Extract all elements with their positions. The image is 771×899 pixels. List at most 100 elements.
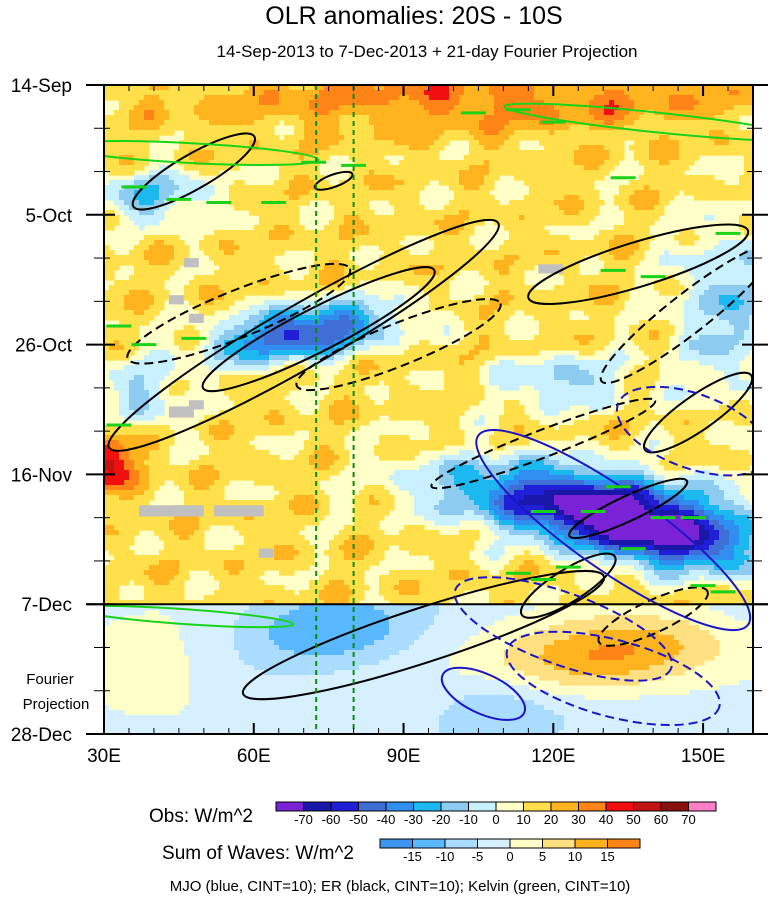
heatmap-cell <box>369 110 375 116</box>
heatmap-cell <box>739 255 745 261</box>
heatmap-cell <box>604 320 610 326</box>
heatmap-cell <box>404 110 410 116</box>
heatmap-cell <box>604 290 610 296</box>
heatmap-cell <box>504 220 510 226</box>
heatmap-cell <box>739 150 745 156</box>
heatmap-cell <box>394 240 400 246</box>
heatmap-cell <box>684 115 690 121</box>
heatmap-cell <box>534 180 540 186</box>
heatmap-cell <box>604 155 610 161</box>
heatmap-cell <box>669 90 675 96</box>
heatmap-cell <box>274 145 280 151</box>
heatmap-cell <box>214 255 220 261</box>
heatmap-cell <box>259 120 265 126</box>
heatmap-cell <box>124 310 130 316</box>
heatmap-cell <box>114 295 120 301</box>
heatmap-cell <box>719 180 725 186</box>
heatmap-cell <box>284 185 290 191</box>
heatmap-cell <box>149 250 155 256</box>
heatmap-cell <box>419 160 425 166</box>
heatmap-cell <box>269 215 275 221</box>
heatmap-cell <box>394 200 400 206</box>
heatmap-cell <box>344 240 350 246</box>
heatmap-cell <box>279 100 285 106</box>
heatmap-cell <box>254 85 260 91</box>
heatmap-cell <box>224 125 230 131</box>
heatmap-cell <box>679 165 685 171</box>
heatmap-cell <box>459 300 465 306</box>
heatmap-cell <box>334 110 340 116</box>
heatmap-cell <box>569 205 575 211</box>
heatmap-cell <box>249 260 255 266</box>
heatmap-cell <box>344 270 350 276</box>
heatmap-cell <box>494 200 500 206</box>
heatmap-cell <box>184 295 190 301</box>
heatmap-cell <box>624 285 630 291</box>
heatmap-cell <box>279 180 285 186</box>
heatmap-cell <box>529 220 535 226</box>
heatmap-cell <box>109 140 115 146</box>
heatmap-cell <box>284 300 290 306</box>
heatmap-cell <box>514 105 520 111</box>
heatmap-cell <box>489 135 495 141</box>
heatmap-cell <box>324 120 330 126</box>
heatmap-cell <box>599 175 605 181</box>
heatmap-cell <box>354 135 360 141</box>
heatmap-cell <box>239 245 245 251</box>
heatmap-cell <box>374 310 380 316</box>
heatmap-cell <box>709 125 715 131</box>
heatmap-cell <box>404 165 410 171</box>
heatmap-cell <box>574 185 580 191</box>
heatmap-cell <box>749 110 753 116</box>
heatmap-cell <box>444 135 450 141</box>
heatmap-cell <box>279 245 285 251</box>
heatmap-cell <box>744 260 750 266</box>
heatmap-cell <box>694 275 700 281</box>
heatmap-cell <box>109 150 115 156</box>
heatmap-cell <box>539 180 545 186</box>
heatmap-cell <box>364 155 370 161</box>
heatmap-cell <box>514 135 520 141</box>
heatmap-cell <box>629 120 635 126</box>
heatmap-cell <box>704 320 710 326</box>
heatmap-cell <box>249 150 255 156</box>
heatmap-cell <box>349 330 355 336</box>
heatmap-cell <box>214 230 220 236</box>
heatmap-cell <box>119 195 125 201</box>
heatmap-cell <box>319 155 325 161</box>
heatmap-cell <box>339 285 345 291</box>
heatmap-cell <box>659 95 665 101</box>
heatmap-cell <box>424 215 430 221</box>
heatmap-cell <box>334 260 340 266</box>
heatmap-cell <box>414 95 420 101</box>
heatmap-cell <box>409 255 415 261</box>
heatmap-cell <box>274 120 280 126</box>
heatmap-cell <box>479 295 485 301</box>
heatmap-cell <box>499 330 505 336</box>
heatmap-cell <box>134 130 140 136</box>
heatmap-cell <box>129 125 135 131</box>
heatmap-cell <box>664 200 670 206</box>
heatmap-cell <box>404 220 410 226</box>
heatmap-cell <box>359 100 365 106</box>
heatmap-cell <box>279 220 285 226</box>
heatmap-cell <box>684 230 690 236</box>
heatmap-cell <box>679 155 685 161</box>
heatmap-cell <box>694 285 700 291</box>
heatmap-cell <box>659 180 665 186</box>
heatmap-cell <box>194 85 200 91</box>
heatmap-cell <box>344 245 350 251</box>
heatmap-cell <box>224 100 230 106</box>
heatmap-cell <box>454 120 460 126</box>
heatmap-cell <box>524 105 530 111</box>
heatmap-cell <box>609 295 615 301</box>
heatmap-cell <box>724 100 730 106</box>
heatmap-cell <box>724 145 730 151</box>
heatmap-cell <box>594 310 600 316</box>
heatmap-cell <box>614 130 620 136</box>
heatmap-cell <box>339 220 345 226</box>
heatmap-cell <box>264 240 270 246</box>
heatmap-cell <box>634 235 640 241</box>
heatmap-cell <box>184 100 190 106</box>
heatmap-cell <box>229 320 235 326</box>
